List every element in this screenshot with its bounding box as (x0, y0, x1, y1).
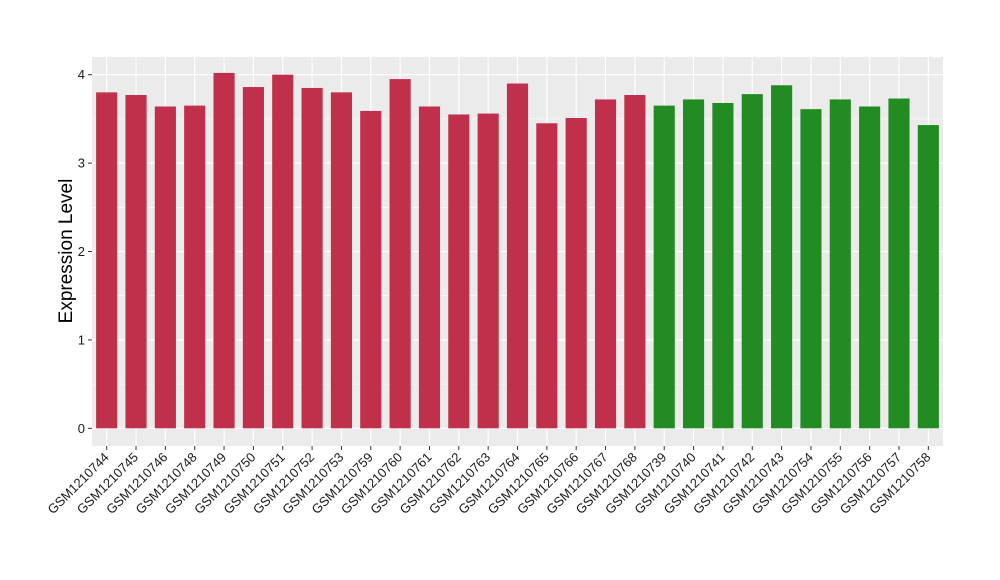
bar-GSM1210754 (800, 109, 822, 429)
bar-GSM1210756 (859, 106, 881, 429)
bar-GSM1210757 (888, 98, 910, 429)
bar-GSM1210766 (565, 118, 587, 429)
x-axis: GSM1210744GSM1210745GSM1210746GSM1210748… (44, 446, 933, 517)
bar-GSM1210745 (125, 95, 147, 429)
y-tick-label: 0 (78, 421, 85, 436)
y-tick-label: 1 (78, 332, 85, 347)
bar-GSM1210764 (506, 83, 529, 429)
y-axis-title: Expression Level (56, 179, 77, 324)
bar-GSM1210739 (653, 105, 675, 429)
bar-GSM1210765 (536, 123, 558, 429)
bar-GSM1210768 (624, 95, 646, 429)
y-axis: 0 1 2 3 4 (78, 67, 92, 436)
bar-GSM1210741 (712, 102, 734, 429)
y-tick-label: 4 (78, 67, 85, 82)
y-tick-label: 3 (78, 156, 85, 171)
bar-GSM1210761 (418, 106, 441, 429)
bar-GSM1210762 (448, 114, 470, 429)
bar-GSM1210742 (741, 94, 763, 429)
y-tick-label: 2 (78, 244, 85, 259)
bar-GSM1210753 (330, 92, 352, 429)
bar-GSM1210763 (477, 113, 499, 429)
bar-GSM1210744 (96, 92, 118, 429)
bar-GSM1210759 (360, 110, 382, 429)
bar-GSM1210755 (829, 99, 851, 429)
bar-GSM1210748 (184, 105, 206, 429)
bar-GSM1210751 (272, 74, 294, 429)
bar-GSM1210749 (213, 72, 235, 429)
bar-GSM1210746 (154, 106, 176, 429)
bars (96, 72, 939, 429)
bar-GSM1210743 (771, 85, 793, 429)
bar-GSM1210750 (242, 87, 264, 429)
bar-GSM1210740 (683, 99, 705, 429)
bar-GSM1210752 (301, 87, 323, 429)
bar-GSM1210758 (917, 125, 939, 429)
bar-GSM1210760 (389, 79, 411, 429)
bar-GSM1210767 (594, 99, 617, 429)
